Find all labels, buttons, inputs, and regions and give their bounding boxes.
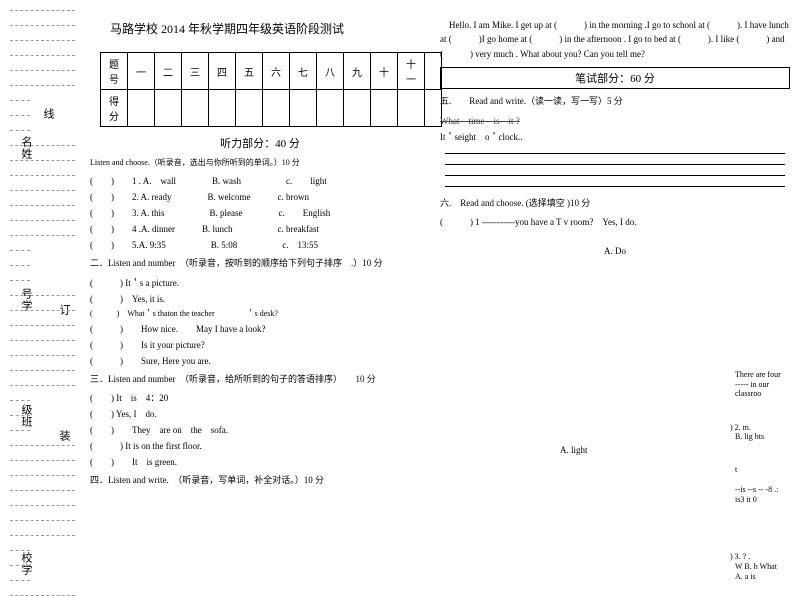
th-9: 九 <box>344 53 371 90</box>
th-label: 题号 <box>101 53 128 90</box>
line-label: 线 <box>40 108 56 119</box>
hr3 <box>445 175 785 176</box>
s6-q1: ( ) 1 -----------you have a T v room? Ye… <box>440 215 790 228</box>
th-7: 七 <box>290 53 317 90</box>
s5-l1: What time is it ? <box>440 114 790 127</box>
s2-q6: ( ) Sure, Here you are. <box>90 354 430 367</box>
th-6: 六 <box>263 53 290 90</box>
s6-q2a: A. light <box>560 445 588 455</box>
th-1: 一 <box>128 53 155 90</box>
s6-q3: ) 3. ? . <box>730 552 750 561</box>
exam-title: 马路学校 2014 年秋学期四年级英语阶段测试 <box>110 20 430 37</box>
hr2 <box>445 164 785 165</box>
s1-q2: ( ) 2. A. ready B. welcome c. brown <box>90 190 430 203</box>
section2-title: 二．Listen and number （听录音，按听到的顺序给下列句子排序 .… <box>90 257 430 270</box>
hr1 <box>445 153 785 154</box>
s6-a1: A. Do <box>440 246 790 256</box>
th-8: 八 <box>317 53 344 90</box>
s5-l2: It＇seight o＇clock.. <box>440 130 790 143</box>
s1-q5: ( ) 5.A. 9:35 B. 5:08 c. 13:55 <box>90 238 430 251</box>
right-column: Hello. I am Mike. I get up at ( ) in the… <box>440 0 790 592</box>
ban-label: 班 <box>18 416 34 427</box>
s6-rcol: There are four ----- in our classroo <box>735 370 785 399</box>
th-10: 十 <box>371 53 398 90</box>
s1-q3: ( ) 3. A. this B. please c. English <box>90 206 430 219</box>
section1-title: Listen and choose.（听录音，选出与你所听到的单词。）10 分 <box>90 157 430 168</box>
s3-q4: ( ) It is on the first floor. <box>90 439 430 452</box>
hr4 <box>445 186 785 187</box>
s2-q5: ( ) Is it your picture? <box>90 338 430 351</box>
s2-q1: ( ) It＇s a picture. <box>90 276 430 289</box>
score-label: 得分 <box>101 90 128 127</box>
s3-q3: ( ) They are on the sofa. <box>90 423 430 436</box>
th-3: 三 <box>182 53 209 90</box>
score-table: 题号 一 二 三 四 五 六 七 八 九 十 十一 得分 <box>100 52 442 127</box>
s6-q2o: B. lig hts <box>735 432 785 442</box>
listening-title: 听力部分：40 分 <box>90 135 430 151</box>
s2-q4: ( ) How nice. May I have a look? <box>90 322 430 335</box>
s6-q3b: W B. h What A. a is <box>735 562 785 581</box>
s3-q1: ( ) It is 4：20 <box>90 391 430 404</box>
ji-label: 级 <box>18 404 34 415</box>
zhuang-label: 装 <box>56 430 72 441</box>
xiao-label: 校 <box>18 552 34 563</box>
section6-title: 六. Read and choose. (选择填空 )10 分 <box>440 197 790 210</box>
section3-title: 三．Listen and number （听录音，给所听到的句子的答语排序） 1… <box>90 373 430 386</box>
num-label: 号 <box>18 288 34 299</box>
th-2: 二 <box>155 53 182 90</box>
s3-q2: ( ) Yes, I do. <box>90 407 430 420</box>
written-title: 笔试部分：60 分 <box>440 67 790 89</box>
binding-column: 名 姓 线 号 学 订 级 班 装 校 学 <box>0 0 80 592</box>
s6-q3a: --is --s -- -8 .: is3 it 0 <box>735 485 785 504</box>
s1-q4: ( ) 4 .A. dinner B. lunch c. breakfast <box>90 222 430 235</box>
th-blank <box>425 53 442 90</box>
section4-title: 四．Listen and write. （听录音，写单词，补全对话。）10 分 <box>90 474 430 487</box>
left-column: 马路学校 2014 年秋学期四年级英语阶段测试 题号 一 二 三 四 五 六 七… <box>90 0 430 592</box>
section5-title: 五. Read and write.（读一读，写一写）5 分 <box>440 95 790 108</box>
th-11: 十一 <box>398 53 425 90</box>
passage: Hello. I am Mike. I get up at ( ) in the… <box>440 18 790 61</box>
name-label2: 姓 <box>18 148 34 159</box>
s3-q5: ( ) It is green. <box>90 455 430 468</box>
s1-q1: ( ) 1 . A. wall B. wash c. light <box>90 174 430 187</box>
s6-q2: ) 2. m. <box>730 423 751 432</box>
s2-q2: ( ) Yes, it is. <box>90 292 430 305</box>
th-4: 四 <box>209 53 236 90</box>
s2-q3: ( ) What＇s thaton the teacher ＇s desk? <box>90 308 430 319</box>
s6-q2b: t <box>735 465 785 475</box>
th-5: 五 <box>236 53 263 90</box>
